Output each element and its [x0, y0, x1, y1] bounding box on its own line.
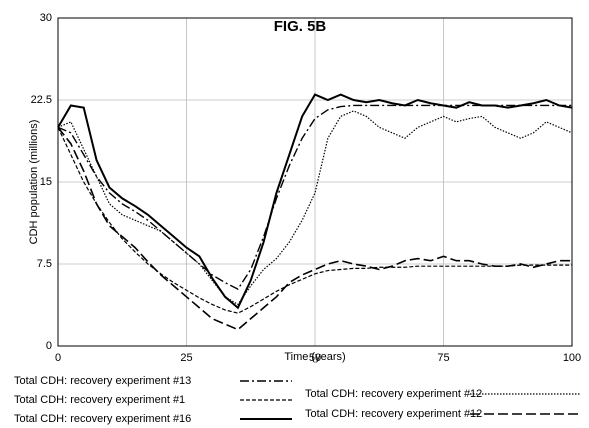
y-tick-label: 22.5: [31, 94, 52, 106]
x-tick-label: 75: [437, 352, 449, 364]
legend-label: Total CDH: recovery experiment #16: [14, 413, 191, 425]
y-tick-label: 0: [46, 340, 52, 352]
y-axis-label: CDH population (millions): [28, 120, 40, 245]
legend-label: Total CDH: recovery experiment #12: [305, 388, 482, 400]
y-tick-label: 15: [40, 176, 52, 188]
x-axis-label: Time (years): [284, 351, 345, 363]
series-line: [57, 104, 572, 291]
x-tick-label: 100: [563, 352, 581, 364]
y-tick-label: 30: [40, 12, 52, 24]
series-line: [57, 110, 573, 306]
legend-label: Total CDH: recovery experiment #12: [305, 408, 482, 420]
series-line: [57, 93, 573, 310]
y-tick-label: 7.5: [37, 258, 52, 270]
x-tick-label: 25: [180, 352, 192, 364]
plot-frame: [57, 17, 573, 347]
chart-title: FIG. 5B: [274, 18, 327, 35]
series-line: [57, 127, 572, 314]
legend-label: Total CDH: recovery experiment #1: [14, 394, 185, 406]
x-tick-label: 50: [309, 352, 321, 364]
series-line: [57, 126, 572, 331]
legend-label: Total CDH: recovery experiment #13: [14, 375, 191, 387]
x-tick-label: 0: [55, 352, 61, 364]
